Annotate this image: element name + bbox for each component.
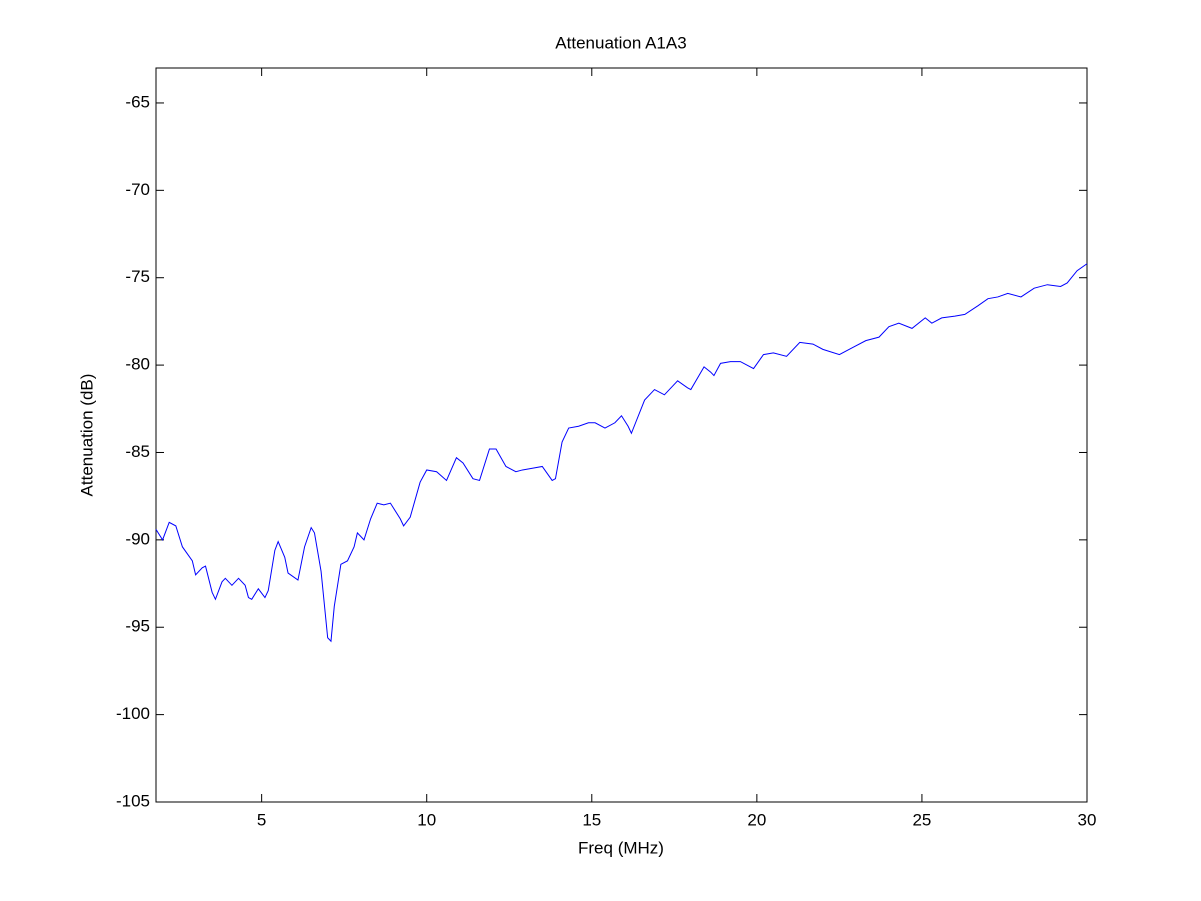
y-tick-label: -70 (125, 180, 150, 199)
y-tick-label: -90 (125, 529, 150, 548)
plot-area (155, 67, 1088, 803)
x-tick-label: 15 (582, 810, 601, 829)
y-tick-label: -100 (116, 704, 150, 723)
x-tick-label: 20 (747, 810, 766, 829)
data-line (155, 263, 1088, 643)
y-tick-label: -80 (125, 355, 150, 374)
x-axis-label: Freq (MHz) (578, 838, 664, 857)
chart-title: Attenuation A1A3 (555, 33, 686, 52)
y-tick-label: -85 (125, 442, 150, 461)
y-tick-label: -105 (116, 791, 150, 810)
y-tick-label: -95 (125, 617, 150, 636)
x-tick-label: 25 (912, 810, 931, 829)
y-tick-label: -65 (125, 92, 150, 111)
x-tick-label: 30 (1078, 810, 1097, 829)
y-axis-label: Attenuation (dB) (77, 374, 96, 497)
y-tick-label: -75 (125, 267, 150, 286)
x-tick-label: 5 (257, 810, 266, 829)
x-tick-label: 10 (417, 810, 436, 829)
